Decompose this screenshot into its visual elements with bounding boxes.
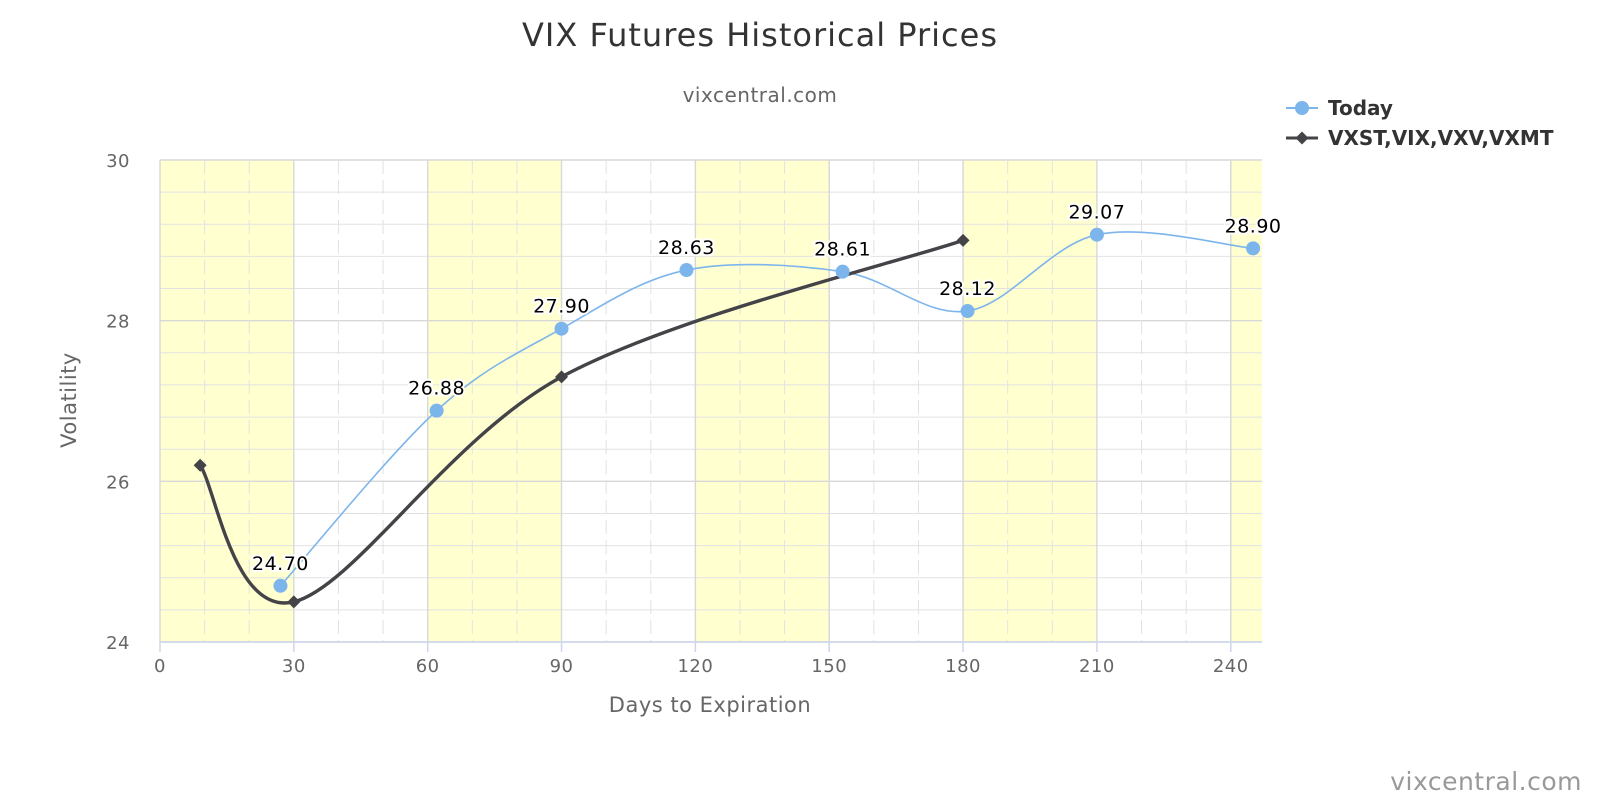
today-data-label: 28.63 bbox=[658, 237, 715, 259]
x-tick-label: 60 bbox=[416, 656, 440, 677]
alternating-bands bbox=[160, 160, 1262, 642]
vix-term-point bbox=[555, 370, 569, 384]
legend-item-today[interactable]: Today bbox=[1286, 96, 1393, 120]
today-point bbox=[429, 403, 444, 418]
legend: Today VXST,VIX,VXV,VXMT bbox=[1286, 96, 1554, 150]
today-point bbox=[1089, 227, 1104, 242]
legend-item-vix-term[interactable]: VXST,VIX,VXV,VXMT bbox=[1286, 126, 1554, 150]
x-tick-label: 150 bbox=[811, 656, 847, 677]
plot-band bbox=[427, 160, 562, 642]
grid-lines bbox=[159, 159, 1262, 643]
x-tick-label: 240 bbox=[1213, 656, 1249, 677]
plot-band bbox=[963, 160, 1097, 642]
chart-subtitle: vixcentral.com bbox=[683, 83, 838, 107]
x-tick-label: 120 bbox=[677, 656, 713, 677]
axes: 0 30 60 90 120 150 180 210 240 24 26 28 30 bbox=[106, 151, 1262, 677]
today-data-label: 28.90 bbox=[1225, 215, 1282, 237]
today-data-label: 28.12 bbox=[939, 278, 996, 300]
y-tick-label: 26 bbox=[106, 472, 130, 493]
legend-label-vix-term: VXST,VIX,VXV,VXMT bbox=[1328, 126, 1554, 150]
today-data-label: 24.70 bbox=[252, 553, 309, 575]
series-vix-term-line bbox=[198, 238, 964, 605]
x-tick-label: 0 bbox=[154, 656, 166, 677]
legend-label-today: Today bbox=[1328, 96, 1393, 120]
x-tick-label: 210 bbox=[1079, 656, 1115, 677]
plot-band bbox=[160, 160, 294, 642]
y-tick-label: 24 bbox=[106, 633, 130, 654]
today-data-label: 27.90 bbox=[533, 296, 590, 318]
today-point bbox=[960, 304, 975, 319]
plot-band bbox=[695, 160, 830, 642]
chart-title: VIX Futures Historical Prices bbox=[522, 16, 998, 54]
plot-band bbox=[1230, 160, 1262, 642]
y-tick-label: 28 bbox=[106, 312, 130, 333]
vix-term-point bbox=[193, 458, 207, 472]
today-data-label: 28.61 bbox=[814, 239, 871, 261]
today-data-label: 29.07 bbox=[1068, 202, 1125, 224]
data-labels: 24.70 26.88 27.90 28.63 28.61 28.12 29.07 28.90 bbox=[250, 200, 1283, 577]
x-tick-label: 30 bbox=[282, 656, 306, 677]
vix-term-point bbox=[287, 595, 301, 609]
y-tick-label: 30 bbox=[106, 151, 130, 172]
x-tick-label: 180 bbox=[945, 656, 981, 677]
chart-credit[interactable]: vixcentral.com bbox=[1390, 767, 1582, 796]
today-data-label: 26.88 bbox=[408, 378, 465, 400]
x-axis-title: Days to Expiration bbox=[609, 693, 811, 717]
legend-marker-vix-term bbox=[1295, 131, 1309, 145]
today-point bbox=[835, 264, 850, 279]
vix-term-point bbox=[956, 233, 970, 247]
legend-marker-today bbox=[1295, 101, 1309, 115]
series-layer bbox=[193, 227, 1261, 609]
x-tick-label: 90 bbox=[550, 656, 574, 677]
y-axis-title: Volatility bbox=[57, 352, 81, 448]
today-point bbox=[554, 321, 569, 336]
today-point bbox=[679, 263, 694, 278]
today-point bbox=[273, 578, 288, 593]
today-point bbox=[1246, 241, 1261, 256]
